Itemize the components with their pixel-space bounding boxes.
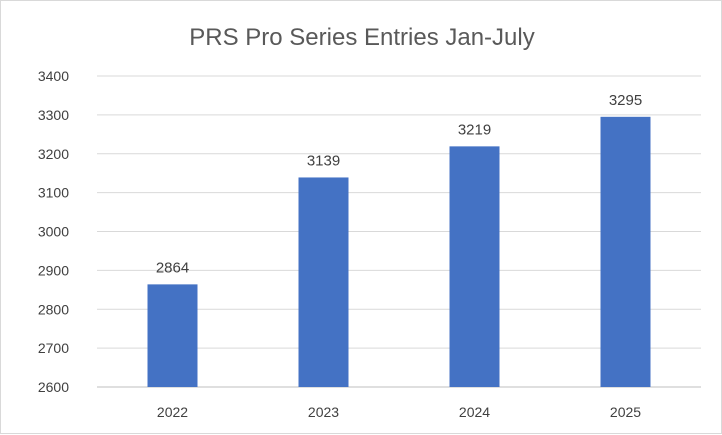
gridlines <box>97 75 701 388</box>
y-tick-label: 2800 <box>38 301 69 317</box>
chart-title: PRS Pro Series Entries Jan-July <box>189 24 534 51</box>
y-tick-label: 2900 <box>38 262 69 278</box>
x-tick-label: 2025 <box>610 404 641 420</box>
y-tick-label: 2600 <box>38 379 69 395</box>
y-tick-label: 3200 <box>38 146 69 162</box>
data-labels: 2864 3139 3219 3295 <box>156 92 642 277</box>
y-tick-label: 3300 <box>38 107 69 123</box>
y-tick-label: 2700 <box>38 340 69 356</box>
bars <box>147 116 651 387</box>
x-tick-label: 2023 <box>308 404 339 420</box>
data-label: 3219 <box>458 121 491 138</box>
data-label: 3295 <box>609 92 642 109</box>
bar <box>298 177 349 387</box>
data-label: 2864 <box>156 259 189 276</box>
bar <box>147 284 198 387</box>
x-tick-label: 2022 <box>157 404 188 420</box>
bar <box>600 116 651 387</box>
bar <box>449 146 500 387</box>
data-label: 3139 <box>307 152 340 169</box>
x-axis-ticks: 2022 2023 2024 2025 <box>157 404 641 420</box>
y-tick-label: 3100 <box>38 185 69 201</box>
y-axis-ticks: 3400 3300 3200 3100 3000 2900 2800 2700 2600 <box>38 68 69 395</box>
y-tick-label: 3000 <box>38 224 69 240</box>
y-tick-label: 3400 <box>38 68 69 84</box>
x-tick-label: 2024 <box>459 404 490 420</box>
